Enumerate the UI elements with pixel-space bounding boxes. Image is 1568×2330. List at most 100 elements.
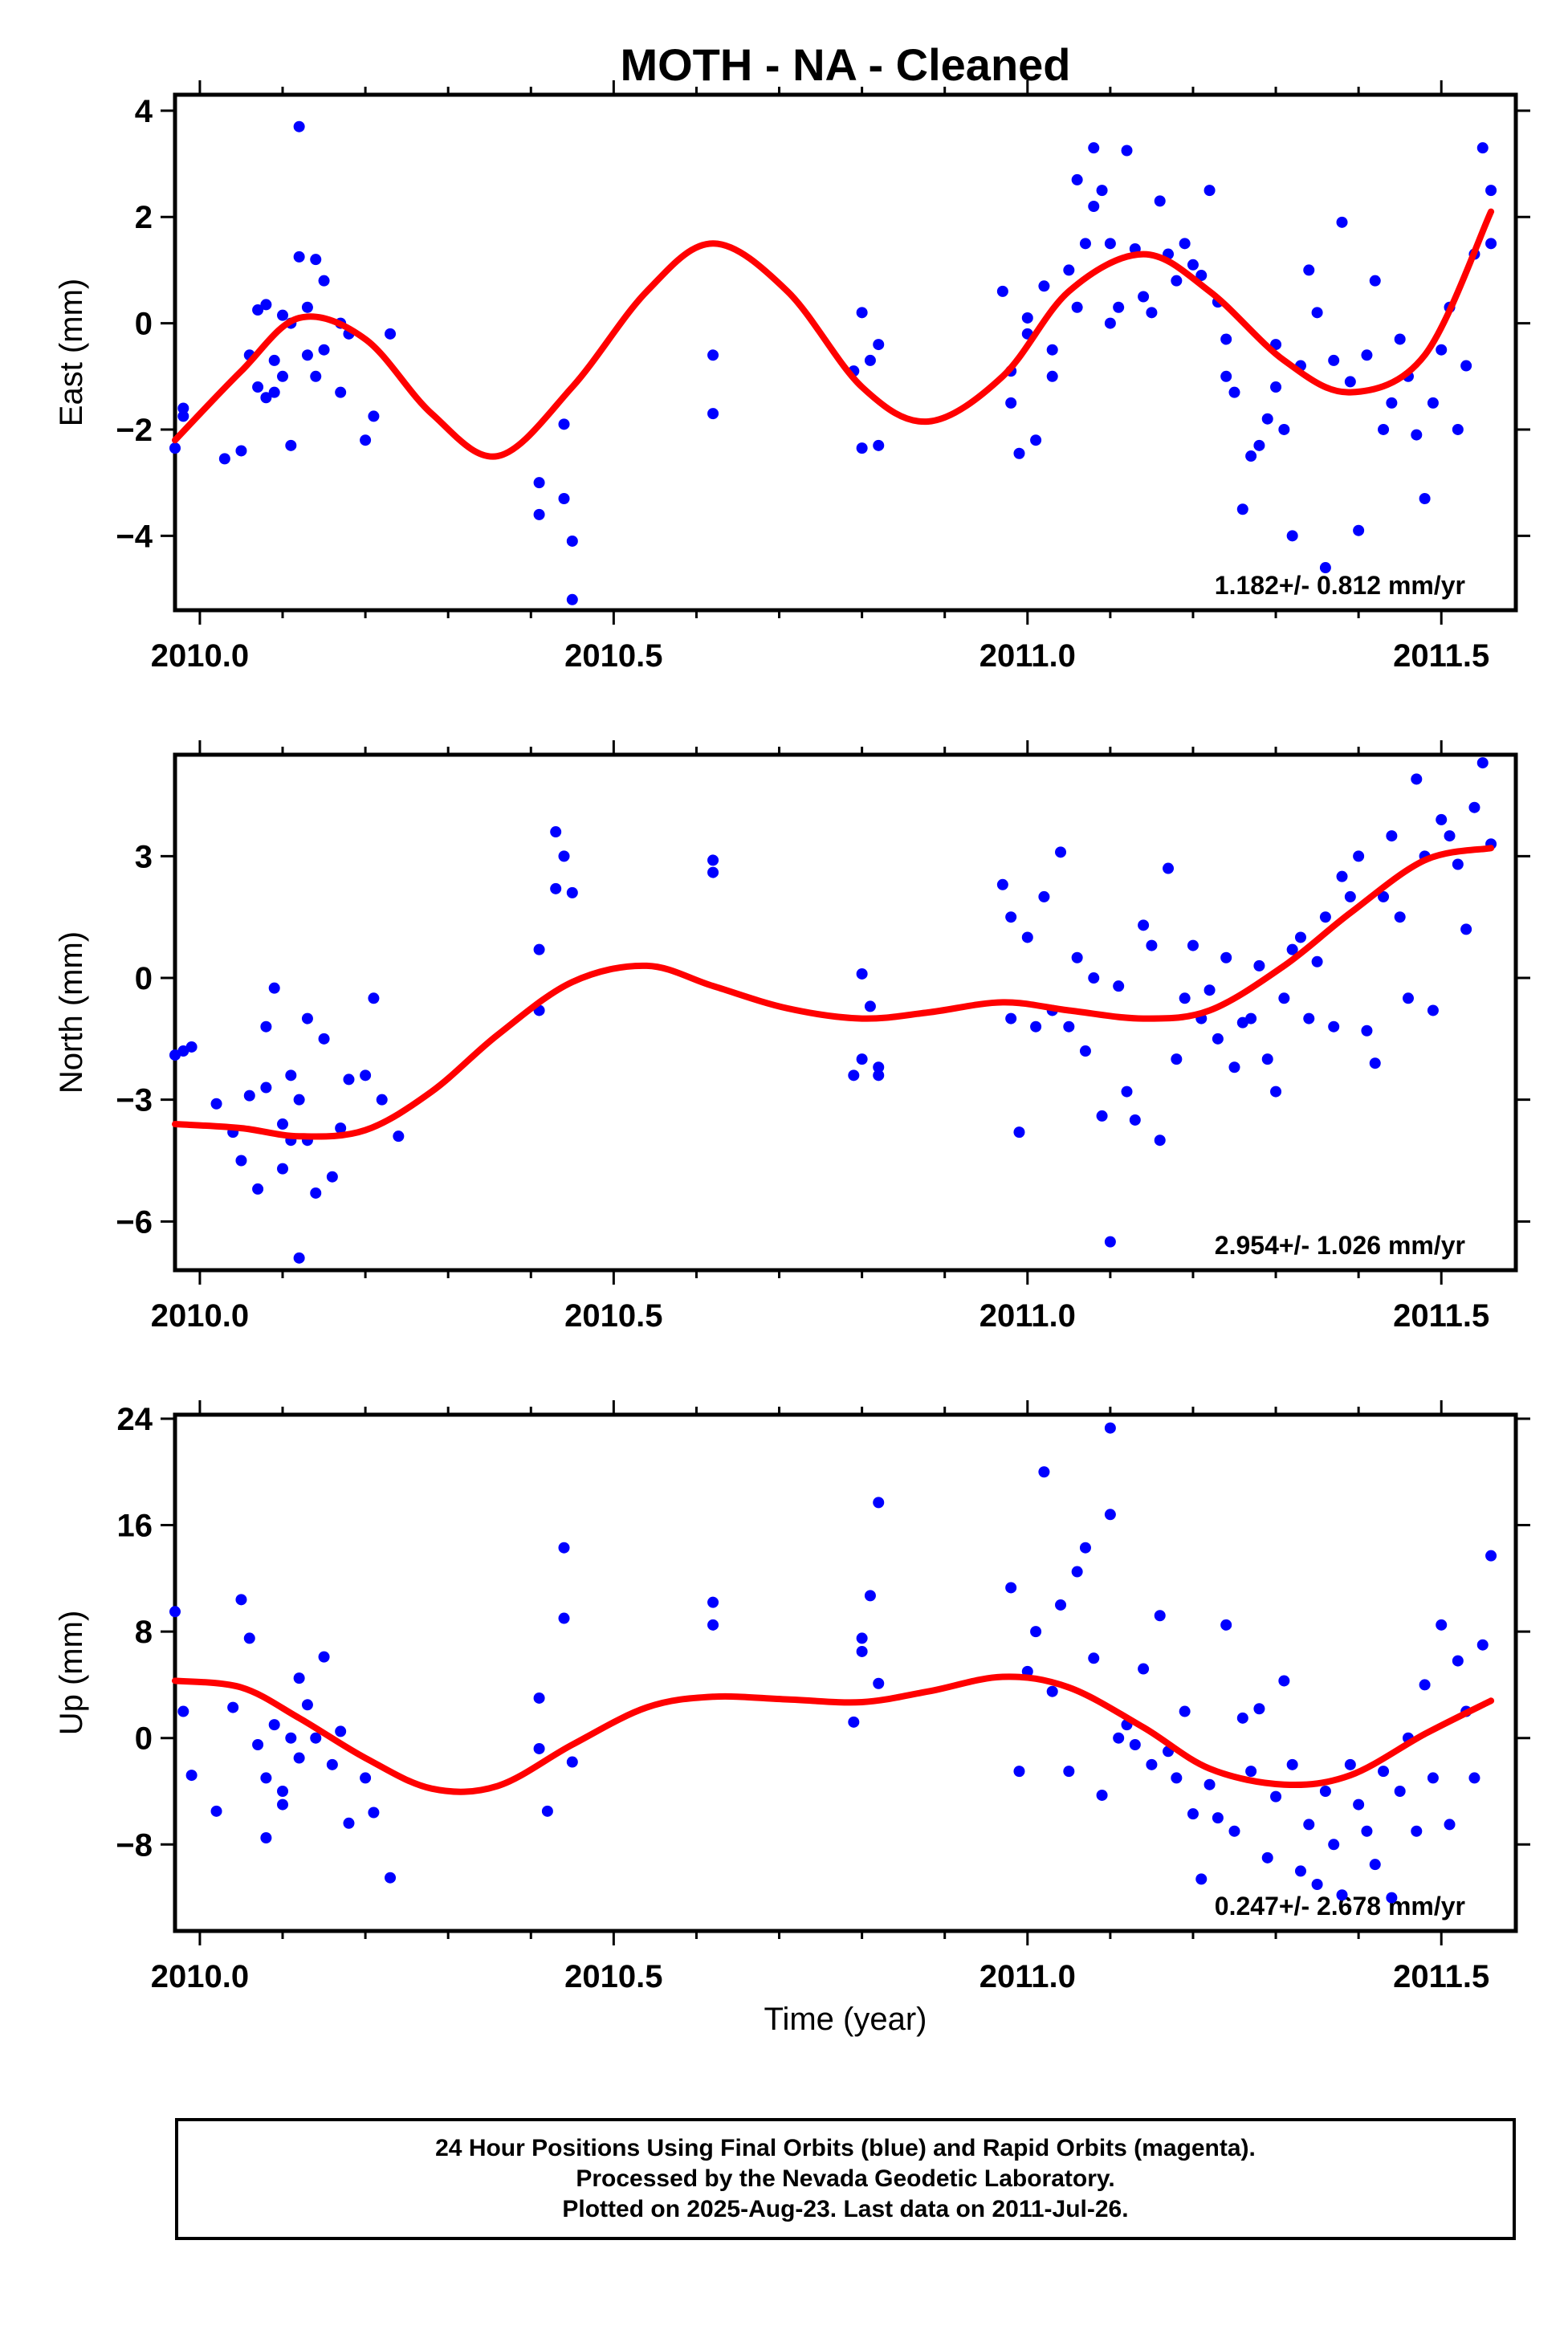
panel-east-data-point — [1071, 301, 1083, 313]
panel-east-data-point — [1104, 317, 1116, 329]
panel-east-data-point — [856, 442, 868, 454]
panel-north-xtick-label: 2011.5 — [1393, 1298, 1489, 1334]
panel-up-data-point — [1079, 1542, 1091, 1554]
panel-east-data-point — [533, 508, 545, 520]
panel-up-ytick-label: −8 — [116, 1827, 153, 1863]
panel-up-ytick-label: 24 — [117, 1402, 153, 1437]
panel-up-data-point — [385, 1872, 397, 1884]
panel-north-data-point — [1436, 813, 1448, 825]
panel-east-data-point — [1195, 270, 1208, 282]
panel-east-data-point — [1427, 397, 1439, 409]
panel-up: Up (mm) 0.247+/- 2.678 mm/yr 2010.0 2010.… — [54, 1400, 1530, 1994]
panel-north-data-point — [1063, 1020, 1075, 1033]
panel-east-data-point — [252, 304, 264, 316]
panel-north-data-point — [873, 1069, 885, 1081]
footer-line-3: Plotted on 2025-Aug-23. Last data on 201… — [562, 2196, 1129, 2222]
panel-up-data-point — [1228, 1825, 1240, 1837]
panel-north-data-point — [1278, 992, 1290, 1004]
panel-up-data-point — [1236, 1712, 1248, 1724]
panel-up-data-point — [707, 1596, 719, 1608]
panel-east-rate-label: 1.182+/- 0.812 mm/yr — [1215, 571, 1465, 600]
panel-up-data-point — [1311, 1878, 1323, 1890]
panel-east-data-point — [268, 386, 280, 398]
panel-up-data-point — [707, 1619, 719, 1631]
panel-up-data-point — [1353, 1798, 1365, 1811]
panel-north-data-point — [1104, 1236, 1116, 1248]
panel-north-data-point — [376, 1094, 388, 1106]
panel-up-data-point — [235, 1594, 247, 1606]
panel-east-data-point — [1220, 333, 1232, 345]
panel-north-data-point — [1411, 773, 1423, 785]
panel-up-data-point — [260, 1831, 272, 1843]
panel-east-data-point — [360, 434, 372, 446]
panel-east-data-point — [1088, 200, 1100, 212]
panel-up-data-point — [310, 1732, 322, 1744]
panel-east-data-point — [235, 445, 247, 457]
panel-north-data-point — [335, 1122, 347, 1134]
panel-up-data-point — [177, 1705, 189, 1717]
panel-up-data-point — [873, 1497, 885, 1509]
panel-east-data-point — [310, 370, 322, 382]
panel-north-xtick-label: 2010.0 — [151, 1298, 249, 1334]
panel-up-data-point — [210, 1805, 222, 1817]
panel-up-data-point — [293, 1672, 305, 1684]
panel-east-data-point — [864, 354, 876, 366]
panel-north-ytick-label: −6 — [116, 1204, 153, 1240]
panel-up-data-point — [1212, 1812, 1224, 1824]
panel-east-data-point — [996, 285, 1008, 297]
panel-up-data-point — [1476, 1639, 1489, 1651]
panel-north-data-point — [1460, 923, 1472, 935]
panel-north-data-point — [1079, 1045, 1091, 1057]
panel-east-data-point — [385, 328, 397, 340]
panel-east-data-point — [1071, 173, 1083, 185]
panel-north-rate-label: 2.954+/- 1.026 mm/yr — [1215, 1231, 1465, 1260]
panel-up-data-point — [1286, 1758, 1298, 1770]
panel-up-data-point — [1419, 1679, 1431, 1691]
panel-east-data-point — [1286, 530, 1298, 542]
panel-north-data-point — [235, 1155, 247, 1167]
panel-north-data-point — [1427, 1004, 1439, 1016]
panel-east-data-point — [873, 339, 885, 351]
panel-up-data-point — [1046, 1685, 1058, 1697]
panel-east-data-point — [1361, 349, 1373, 361]
panel-north-data-point — [1005, 1012, 1017, 1024]
panel-up-data-point — [558, 1542, 570, 1554]
panel-east-data-point — [1038, 280, 1050, 292]
panel-up-data-point — [558, 1612, 570, 1624]
panel-north-data-point — [293, 1252, 305, 1264]
panel-up-data-point — [1195, 1873, 1208, 1885]
panel-north-data-point — [252, 1183, 264, 1195]
panel-east-data-point — [318, 275, 330, 287]
panel-east-data-point — [335, 386, 347, 398]
panel-north-data-point — [1187, 939, 1199, 951]
panel-east-data-point — [260, 299, 272, 311]
panel-north-fit-line — [172, 845, 1495, 1140]
panel-east-data-point — [1369, 275, 1381, 287]
panel-up-data-point — [1278, 1675, 1290, 1687]
panel-north-data-point — [1096, 1110, 1108, 1122]
panel-north-data-point — [1319, 911, 1331, 923]
panel-north-xtick-label: 2010.5 — [564, 1298, 662, 1334]
panel-north-data-point — [1129, 1114, 1141, 1126]
panel-east-data-point — [301, 301, 313, 313]
panel-up-data-point — [185, 1770, 198, 1782]
panel-up-ytick-label: 16 — [117, 1509, 153, 1544]
panel-east-data-point — [1203, 185, 1216, 197]
panel-east-data-point — [277, 309, 289, 321]
panel-north-data-point — [1021, 931, 1033, 943]
panel-north-data-point — [343, 1073, 355, 1086]
panel-east-data-point — [873, 439, 885, 451]
panel-north-data-point — [260, 1081, 272, 1094]
panel-up-data-point — [1179, 1705, 1191, 1717]
panel-up-data-point — [533, 1692, 545, 1704]
panel-east-data-point — [1179, 238, 1191, 250]
panel-up-data-point — [1113, 1732, 1125, 1744]
panel-north-data-point — [1303, 1012, 1315, 1024]
panel-north-data-point — [1344, 890, 1356, 902]
panel-up-data-point — [1336, 1889, 1348, 1901]
panel-up-xtick-label: 2011.5 — [1393, 1959, 1489, 1994]
panel-north-data-point — [310, 1187, 322, 1199]
panel-north-data-point — [533, 943, 545, 955]
panel-north-data-point — [1212, 1033, 1224, 1045]
panel-east-data-point — [1328, 354, 1340, 366]
